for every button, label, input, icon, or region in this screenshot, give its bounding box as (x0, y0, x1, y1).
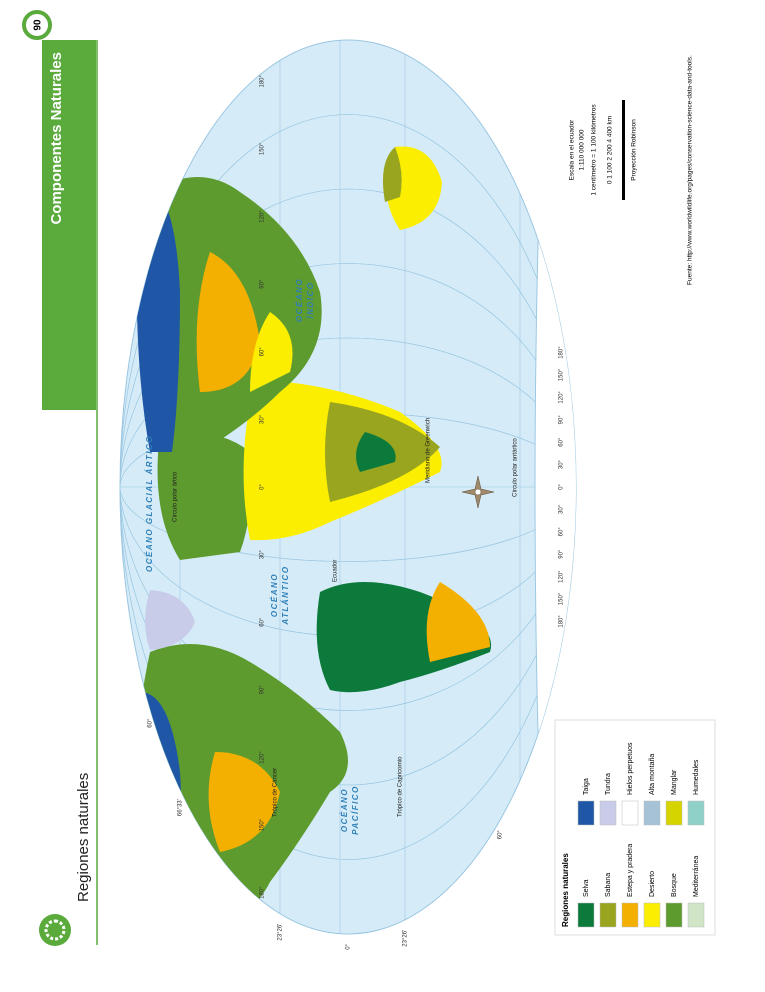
longitude-label: 30° (559, 459, 565, 469)
longitude-label: 150° (260, 818, 266, 831)
legend-label: Selva (583, 879, 590, 897)
longitude-label: 30° (260, 549, 266, 559)
longitude-label: 0° (559, 484, 565, 490)
longitude-label: 150° (260, 142, 266, 155)
legend-swatch (577, 800, 595, 826)
longitude-label: 180° (260, 886, 266, 899)
parallel-label: Círculo polar ártico (173, 471, 179, 522)
legend-swatch (687, 902, 705, 928)
meridian (120, 188, 576, 786)
scale-text: 0 1 100 2 200 4 400 km (607, 116, 614, 184)
longitude-label: 120° (559, 391, 565, 404)
page-number-badge (22, 10, 52, 40)
asia-desert (250, 312, 293, 392)
legend-label: Manglar (671, 769, 678, 795)
latitude-label: 0° (346, 943, 352, 949)
latitude-label: 60° (148, 718, 154, 728)
scale-text: 1 centímetro = 1 100 kilómetros (591, 104, 598, 196)
africa-rainforest (356, 432, 396, 472)
longitude-label: 90° (260, 685, 266, 695)
ocean-label: OCÉANO ATLÁNTICO (270, 565, 290, 625)
ocean-label: OCÉANO PACÍFICO (340, 785, 360, 835)
longitude-label: 60° (260, 347, 266, 357)
longitude-label: 90° (260, 279, 266, 289)
longitude-label: 60° (559, 527, 565, 537)
legend-swatch (577, 902, 595, 928)
longitude-label: 60° (260, 617, 266, 627)
scale-text: 1:110 000 000 (579, 129, 586, 170)
legend-label: Estepa y pradera (627, 844, 634, 897)
longitude-label: 60° (559, 437, 565, 447)
longitude-label: 30° (559, 504, 565, 514)
section-title: Regiones naturales (75, 773, 92, 902)
scale-text: Proyección Robinson (631, 119, 638, 181)
parallel-label: Círculo polar antártico (513, 438, 519, 497)
legend-swatch (621, 800, 639, 826)
legend-label: Taiga (583, 778, 590, 795)
legend-label: Alta montaña (649, 754, 656, 795)
legend-label: Mediterránea (693, 856, 700, 897)
legend-swatch (643, 800, 661, 826)
legend-title: Regiones naturales (561, 853, 570, 927)
legend-swatch (599, 902, 617, 928)
section-icon (39, 914, 71, 946)
header-title: Componentes Naturales (48, 52, 65, 225)
legend-label: Hielos perpetuos (627, 742, 634, 795)
legend-label: Tundra (605, 773, 612, 795)
header-band (42, 40, 96, 410)
longitude-label: 150° (559, 592, 565, 605)
longitude-label: 180° (559, 346, 565, 359)
legend-label: Humedales (693, 759, 700, 795)
asia-steppe (196, 252, 260, 392)
longitude-label: 90° (559, 549, 565, 559)
legend-swatch (665, 902, 683, 928)
longitude-label: 120° (260, 751, 266, 764)
longitude-label: 120° (559, 570, 565, 583)
sa-steppe (426, 582, 490, 662)
legend-swatch (599, 800, 617, 826)
legend-swatch (687, 800, 705, 826)
latitude-label: 66°33' (178, 799, 184, 816)
meridian (120, 263, 576, 711)
meridian (120, 114, 576, 860)
longitude-label: 0° (260, 484, 266, 490)
parallel-label: Trópico de Capricornio (398, 756, 404, 817)
legend-swatch (665, 800, 683, 826)
legend-label: Sabana (605, 873, 612, 897)
source: Fuente: http://www.worldwildlife.org/pag… (687, 55, 694, 285)
ocean-label: OCÉANO ÍNDICO (295, 278, 315, 322)
greenland (145, 590, 195, 650)
na-steppe (208, 752, 280, 852)
meridian-label: Meridiano de Greenwich (426, 418, 432, 483)
longitude-label: 180° (559, 615, 565, 628)
legend-swatch (621, 902, 639, 928)
ocean-label: OCÉANO GLACIAL ÁRTICO (145, 435, 154, 572)
parallel-label: Ecuador (333, 560, 339, 582)
scale-text: Escala en el ecuador (569, 119, 576, 181)
scale-bar (622, 100, 625, 200)
longitude-label: 180° (260, 74, 266, 87)
latitude-label: 23°26' (278, 924, 284, 941)
longitude-label: 90° (559, 415, 565, 425)
latitude-label: 60° (498, 830, 504, 840)
legend-label: Bosque (671, 873, 678, 897)
page-number: 90 (33, 19, 44, 31)
latitude-label: 23°26' (403, 930, 409, 947)
legend-label: Desierto (649, 871, 656, 897)
longitude-label: 30° (260, 414, 266, 424)
section-icon-flower (44, 919, 66, 941)
australia-savanna (383, 147, 402, 202)
parallel-label: Trópico de Cáncer (273, 768, 279, 817)
compass-rose (461, 475, 495, 509)
legend-box (554, 719, 716, 936)
longitude-label: 120° (260, 210, 266, 223)
legend-swatch (643, 902, 661, 928)
longitude-label: 150° (559, 368, 565, 381)
